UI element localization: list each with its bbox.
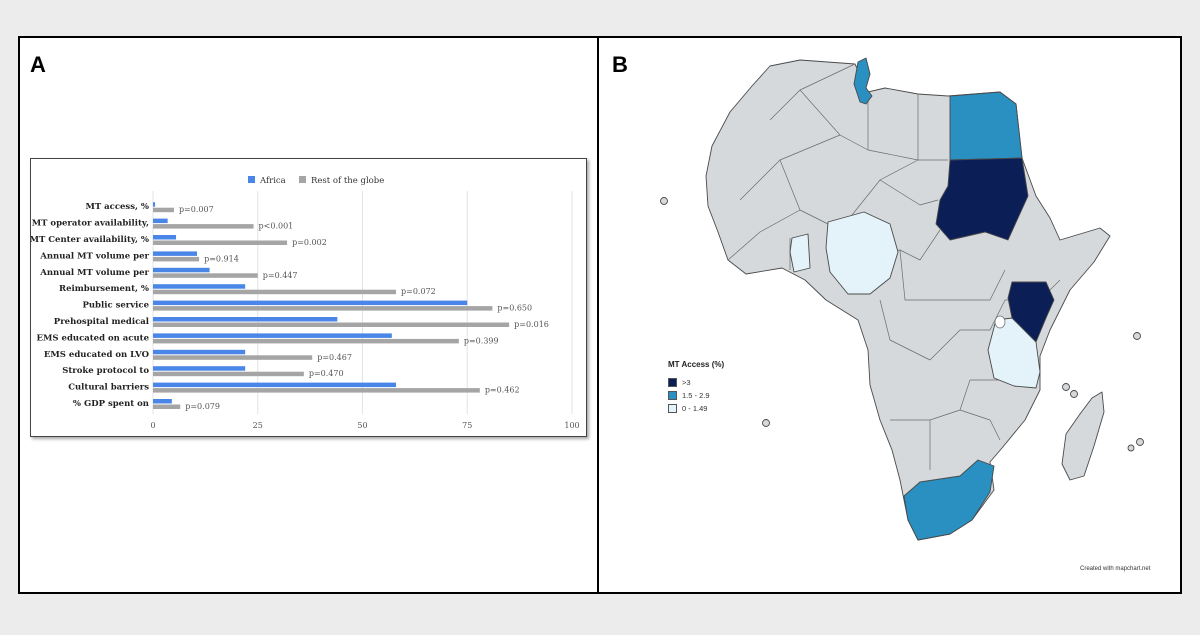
- map-legend-item: 1.5 - 2.9: [668, 389, 724, 402]
- legend-swatch-mid: [668, 391, 677, 400]
- p-value-label: p=0.467: [317, 353, 352, 362]
- island-sao-tome: [762, 419, 770, 427]
- category-label: Cultural barriers: [68, 383, 149, 393]
- island-comoros-2: [1070, 390, 1078, 398]
- map-legend: MT Access (%) >3 1.5 - 2.9 0 - 1.49: [668, 360, 724, 415]
- category-label: EMS educated on LVO: [44, 350, 150, 360]
- bar-chart: 0 25 50 75 100 Africa Rest of the globe MT acce…: [31, 176, 580, 430]
- bar-rest-of-globe: [153, 224, 254, 229]
- p-value-label: p=0.007: [179, 205, 214, 214]
- bar-rest-of-globe: [153, 207, 174, 213]
- egypt: [949, 91, 1023, 161]
- island-mauritius: [1136, 438, 1144, 446]
- category-label: MT access, %: [85, 202, 149, 212]
- bar-rest-of-globe: [153, 289, 397, 295]
- legend-label-high: >3: [682, 378, 691, 387]
- p-value-label: p=0.079: [185, 402, 220, 411]
- p-value-label: p=0.016: [514, 320, 549, 329]
- p-value-label: p<0.001: [259, 222, 294, 231]
- p-value-label: p=0.447: [263, 271, 298, 280]
- category-label: Annual MT volume per: [39, 251, 149, 261]
- bar-rest-of-globe: [153, 256, 200, 262]
- bar-africa: [153, 366, 246, 371]
- p-value-label: p=0.399: [464, 336, 499, 345]
- bar-rest-of-globe: [153, 338, 459, 344]
- panel-b-label: B: [612, 52, 628, 77]
- x-tick-label: 50: [357, 421, 367, 430]
- nigeria: [825, 211, 899, 295]
- map-legend-item: >3: [668, 376, 724, 389]
- bar-africa: [153, 300, 468, 306]
- bar-africa: [153, 382, 397, 388]
- x-tick-label: 25: [253, 421, 263, 430]
- tanzania: [987, 317, 1041, 389]
- category-label: MT Center availability, %: [31, 235, 149, 245]
- legend-swatch: [299, 176, 306, 183]
- legend-label-low: 0 - 1.49: [682, 404, 708, 413]
- bar-africa: [153, 399, 172, 404]
- bar-rest-of-globe: [153, 273, 258, 278]
- bar-africa: [153, 333, 392, 338]
- panel-divider: [597, 36, 599, 594]
- island-cape-verde: [660, 197, 668, 205]
- bar-rest-of-globe: [153, 355, 313, 360]
- bar-rest-of-globe: [153, 404, 181, 409]
- category-label: Annual MT volume per: [39, 268, 149, 278]
- bar-africa: [153, 202, 156, 207]
- category-label: EMS educated on acute: [37, 333, 150, 343]
- p-value-label: p=0.462: [485, 386, 520, 395]
- bar-africa: [153, 267, 210, 273]
- legend-label: Africa: [259, 176, 286, 186]
- map-legend-title: MT Access (%): [668, 360, 725, 369]
- madagascar: [1061, 391, 1105, 481]
- x-tick-label: 100: [564, 421, 579, 430]
- legend-label: Rest of the globe: [311, 176, 384, 186]
- kenya: [1007, 281, 1055, 343]
- map-legend-item: 0 - 1.49: [668, 402, 724, 415]
- panel-a-label: A: [30, 52, 46, 77]
- sudan: [935, 157, 1029, 241]
- category-label: Reimbursement, %: [59, 284, 149, 294]
- south-africa: [903, 459, 995, 541]
- bar-africa: [153, 251, 197, 256]
- tunisia: [853, 57, 873, 105]
- category-label: Public service: [82, 301, 149, 311]
- island-reunion: [1127, 444, 1135, 452]
- bar-africa: [153, 235, 177, 240]
- bar-chart-panel: 0 25 50 75 100 Africa Rest of the globe MT acce…: [30, 158, 587, 437]
- lake-victoria: [994, 315, 1006, 329]
- bar-africa: [153, 284, 246, 289]
- legend-swatch-low: [668, 404, 677, 413]
- p-value-label: p=0.650: [497, 304, 532, 313]
- ghana: [789, 233, 811, 273]
- island-comoros-1: [1062, 383, 1070, 391]
- category-label: % GDP spent on: [73, 399, 149, 409]
- bar-africa: [153, 349, 246, 355]
- category-label: Stroke protocol to: [62, 366, 149, 376]
- p-value-label: p=0.914: [204, 254, 239, 263]
- x-tick-label: 75: [462, 421, 472, 430]
- legend-swatch: [248, 176, 255, 183]
- bar-rest-of-globe: [153, 240, 288, 245]
- bar-rest-of-globe: [153, 371, 304, 377]
- p-value-label: p=0.470: [309, 369, 344, 378]
- bar-rest-of-globe: [153, 388, 480, 393]
- bar-africa: [153, 317, 338, 322]
- legend-label-mid: 1.5 - 2.9: [682, 391, 710, 400]
- x-tick-label: 0: [150, 421, 155, 430]
- bar-rest-of-globe: [153, 306, 493, 311]
- p-value-label: p=0.002: [292, 238, 327, 247]
- island-seychelles: [1133, 332, 1141, 340]
- bar-rest-of-globe: [153, 322, 510, 327]
- map-credit: Created with mapchart.net: [1080, 566, 1151, 572]
- bar-africa: [153, 218, 168, 224]
- legend-swatch-high: [668, 378, 677, 387]
- category-label: Prehospital medical: [54, 317, 150, 327]
- category-label: MT operator availability,: [32, 219, 149, 229]
- africa-map: [660, 57, 1144, 541]
- p-value-label: p=0.072: [401, 287, 436, 296]
